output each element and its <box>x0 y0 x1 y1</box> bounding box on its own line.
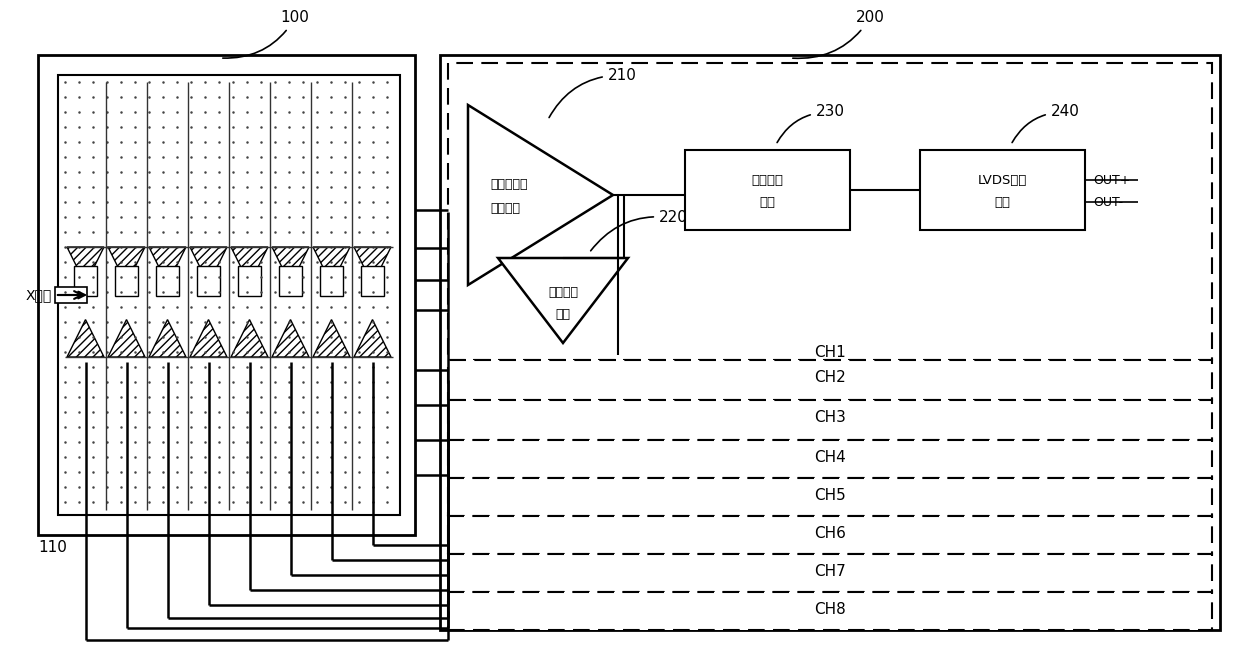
Text: 基线恢复: 基线恢复 <box>548 286 578 298</box>
Bar <box>440 55 1220 630</box>
Bar <box>448 440 1211 478</box>
Text: 模块: 模块 <box>556 307 570 321</box>
Text: CH8: CH8 <box>815 602 846 616</box>
Polygon shape <box>149 319 186 357</box>
Text: 模块: 模块 <box>994 196 1011 210</box>
Text: CH1: CH1 <box>815 345 846 360</box>
Text: OUT-: OUT- <box>1092 196 1123 208</box>
Polygon shape <box>190 319 227 357</box>
Bar <box>361 266 383 296</box>
Text: 200: 200 <box>792 11 884 58</box>
Text: CH4: CH4 <box>815 449 846 464</box>
Bar <box>58 75 401 515</box>
Text: 240: 240 <box>1012 104 1080 143</box>
Bar <box>74 266 97 296</box>
Text: CH6: CH6 <box>815 526 846 541</box>
Bar <box>448 360 1211 400</box>
Polygon shape <box>353 247 391 284</box>
Polygon shape <box>272 247 309 284</box>
Polygon shape <box>67 319 104 357</box>
Text: X射线: X射线 <box>26 288 52 302</box>
Polygon shape <box>231 319 268 357</box>
Text: CH7: CH7 <box>815 564 846 579</box>
Text: 220: 220 <box>590 210 688 251</box>
Text: 100: 100 <box>223 11 310 58</box>
Bar <box>55 287 87 303</box>
Polygon shape <box>108 319 145 357</box>
Polygon shape <box>353 319 391 357</box>
Bar <box>448 478 1211 516</box>
Text: CH2: CH2 <box>815 371 846 386</box>
Text: CH3: CH3 <box>815 411 846 426</box>
Polygon shape <box>149 247 186 284</box>
Bar <box>448 516 1211 554</box>
Polygon shape <box>312 247 350 284</box>
Bar <box>156 266 179 296</box>
Text: 高速甄别: 高速甄别 <box>751 175 784 187</box>
Polygon shape <box>272 319 309 357</box>
Polygon shape <box>498 258 627 343</box>
Bar <box>320 266 342 296</box>
Bar <box>238 266 260 296</box>
Text: 电流转电压: 电流转电压 <box>490 179 527 191</box>
Bar <box>448 554 1211 592</box>
Bar <box>115 266 138 296</box>
Text: LVDS输出: LVDS输出 <box>978 175 1027 187</box>
Text: 230: 230 <box>777 104 844 143</box>
Polygon shape <box>190 247 227 284</box>
Bar <box>279 266 301 296</box>
Bar <box>197 266 219 296</box>
Polygon shape <box>312 319 350 357</box>
Text: OUT+: OUT+ <box>1092 173 1131 187</box>
Bar <box>684 150 849 230</box>
Text: 放大模块: 放大模块 <box>490 202 520 215</box>
Bar <box>448 592 1211 630</box>
Polygon shape <box>108 247 145 284</box>
Polygon shape <box>67 247 104 284</box>
Text: 模块: 模块 <box>759 196 775 210</box>
Polygon shape <box>467 105 613 285</box>
Polygon shape <box>231 247 268 284</box>
Bar <box>448 400 1211 440</box>
Text: 110: 110 <box>38 540 67 555</box>
Text: 210: 210 <box>549 68 636 118</box>
Bar <box>920 150 1085 230</box>
Text: CH5: CH5 <box>815 487 846 503</box>
Bar <box>448 63 1211 360</box>
Bar <box>38 55 415 535</box>
